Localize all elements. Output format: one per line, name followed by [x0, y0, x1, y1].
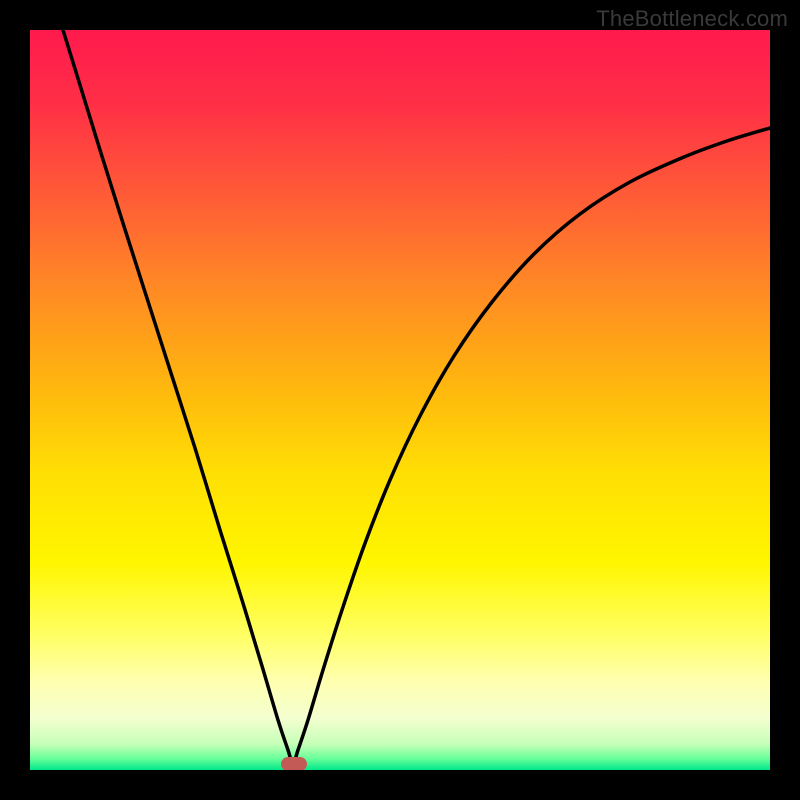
chart-frame: TheBottleneck.com — [0, 0, 800, 800]
gradient-background — [30, 30, 770, 770]
watermark-text: TheBottleneck.com — [596, 6, 788, 32]
plot-svg — [30, 30, 770, 770]
plot-area — [30, 30, 770, 770]
optimal-point-marker — [281, 757, 307, 770]
